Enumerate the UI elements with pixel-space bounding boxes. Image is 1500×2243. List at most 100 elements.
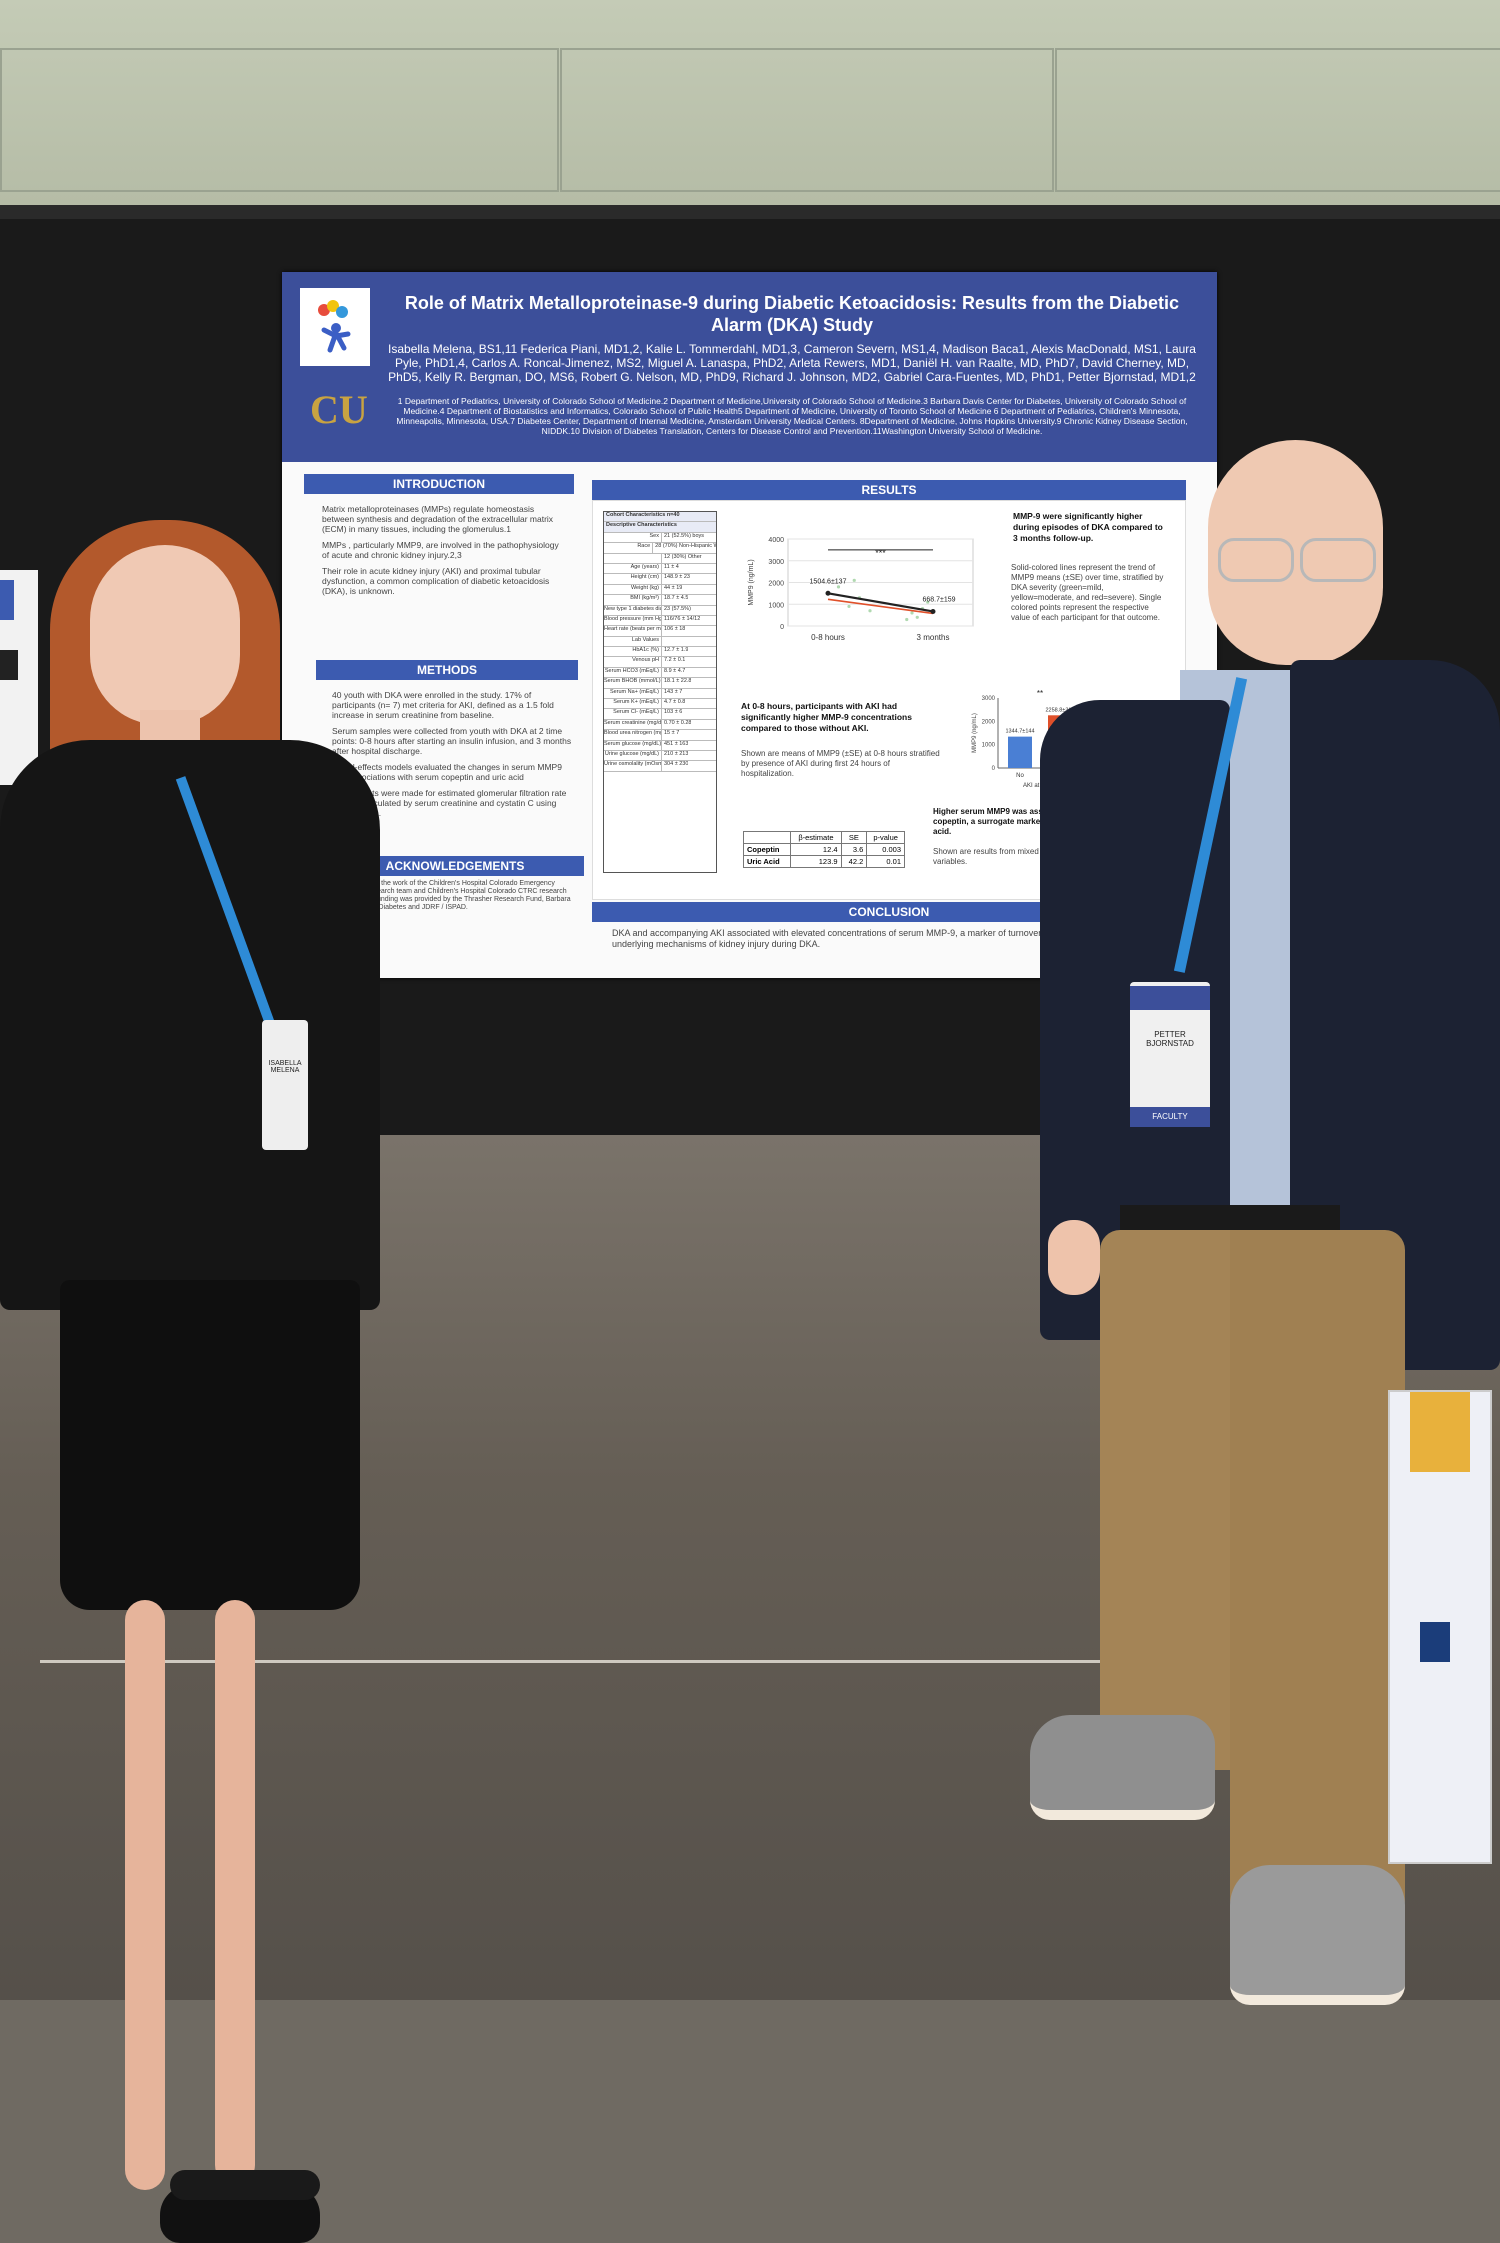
methods-paragraph: Serum samples were collected from youth … bbox=[332, 726, 572, 756]
cohort-row: Weight (kg) 44 ± 19 bbox=[604, 584, 716, 596]
aki-description: Shown are means of MMP9 (±SE) at 0-8 hou… bbox=[741, 749, 940, 778]
cohort-key: Blood pressure (mm Hg) bbox=[604, 615, 662, 626]
regression-row: Uric Acid 123.9 42.2 0.01 bbox=[742, 855, 905, 868]
name-badge: ISABELLA MELENA bbox=[262, 1020, 308, 1150]
y-tick-label: 1000 bbox=[982, 743, 996, 749]
x-tick-label: 3 months bbox=[917, 633, 950, 642]
results-heading: RESULTS bbox=[592, 480, 1186, 500]
poster-header: CU Role of Matrix Metalloproteinase-9 du… bbox=[282, 272, 1217, 462]
series-line bbox=[827, 592, 934, 613]
introduction-text: Matrix metalloproteinases (MMPs) regulat… bbox=[322, 504, 567, 602]
name-badge: PETTER BJORNSTAD FACULTY bbox=[1130, 982, 1210, 1127]
y-tick-label: 0 bbox=[992, 766, 996, 772]
cohort-value: 106 ± 18 bbox=[664, 626, 686, 633]
cohort-value: 148.9 ± 23 bbox=[664, 574, 690, 581]
cohort-row: Heart rate (beats per minute)106 ± 18 bbox=[604, 626, 716, 637]
cohort-row: Serum glucose (mg/dL) 451 ± 163 bbox=[604, 740, 716, 751]
regression-header: β-estimate bbox=[790, 831, 842, 844]
acknowledgements-text: We acknowledge the work of the Children'… bbox=[326, 880, 571, 911]
cohort-row: Sex 21 (52.5%) boys bbox=[604, 532, 716, 544]
x-tick-label: No bbox=[1016, 773, 1024, 779]
poster-authors: Isabella Melena, BS1,11 Federica Piani, … bbox=[388, 342, 1196, 384]
cohort-value: 116/76 ± 14/12 bbox=[664, 615, 701, 622]
dress bbox=[60, 1280, 360, 1610]
regression-finding: Higher serum MMP9 was associated with se… bbox=[933, 807, 1125, 836]
regression-cell: 12.4 bbox=[790, 843, 842, 856]
introduction-heading: INTRODUCTION bbox=[304, 474, 574, 494]
cohort-key: Serum glucose (mg/dL) bbox=[604, 740, 662, 750]
trousers bbox=[1230, 1230, 1405, 1910]
cohort-row: Height (cm) 148.9 ± 23 bbox=[604, 574, 716, 585]
cohort-row: Serum Cl- (mEq/L) 103 ± 6 bbox=[604, 709, 716, 720]
sneaker bbox=[1030, 1715, 1215, 1820]
regression-cell: 42.2 bbox=[840, 855, 868, 868]
intro-paragraph: MMPs , particularly MMP9, are involved i… bbox=[322, 540, 559, 560]
cohort-value: 23 (57.5%) bbox=[664, 605, 691, 612]
regression-header bbox=[742, 831, 792, 844]
cohort-row: Age (years) 11 ± 4 bbox=[604, 563, 716, 575]
cohort-value: 210 ± 213 bbox=[664, 750, 689, 757]
x-tick-label: 0-8 hours bbox=[811, 633, 845, 642]
cohort-key: Lab Values bbox=[604, 636, 662, 647]
y-tick-label: 2000 bbox=[768, 581, 784, 588]
person-left: ISABELLA MELENA bbox=[0, 500, 400, 2243]
aki-finding: At 0-8 hours, participants with AKI had … bbox=[741, 701, 912, 733]
regression-cell: Uric Acid bbox=[742, 855, 792, 868]
significance-marker: *** bbox=[875, 548, 886, 558]
cohort-characteristics-table: Cohort Characteristics n=40 Descriptive … bbox=[603, 511, 717, 873]
poster-title: Role of Matrix Metalloproteinase-9 durin… bbox=[404, 293, 1180, 335]
data-label: 668.7±159 bbox=[922, 596, 955, 603]
cohort-key: Blood urea nitrogen (mg/dL) bbox=[604, 730, 662, 740]
cohort-value: 15 ± 7 bbox=[664, 730, 680, 737]
series-point bbox=[930, 608, 936, 614]
y-tick-label: 3000 bbox=[982, 696, 996, 702]
data-label: 1504.6±137 bbox=[810, 578, 847, 585]
cohort-value: 103 ± 6 bbox=[664, 709, 683, 716]
glasses bbox=[1218, 538, 1294, 582]
regression-cell: Copeptin bbox=[742, 843, 792, 856]
cohort-value: 12 (30%) Other bbox=[664, 553, 702, 560]
y-axis-label: MMP9 (ng/mL) bbox=[748, 559, 755, 605]
blazer bbox=[0, 740, 380, 1310]
mmp9-timecourse-chart: 0 1000 2000 3000 4000 MMP9 (ng/mL) 0-8 hours 3 … bbox=[748, 537, 974, 642]
cohort-row: Urine osmolality (mOsm/kg)304 ± 230 bbox=[604, 761, 716, 772]
cohort-key: Race bbox=[604, 543, 654, 553]
cohort-key: Serum K+ (mEq/L) bbox=[604, 699, 662, 709]
intro-paragraph: Matrix metalloproteinases (MMPs) regulat… bbox=[322, 504, 554, 534]
regression-cell: 0.003 bbox=[866, 843, 905, 856]
conclusion-text: DKA and accompanying AKI associated with… bbox=[612, 928, 1157, 949]
cohort-row: Serum Na+ (mEq/L) 143 ± 7 bbox=[604, 688, 716, 700]
participant-point bbox=[910, 611, 914, 615]
cohort-key: HbA1c (%) bbox=[604, 647, 662, 657]
cohort-value: 8.9 ± 4.7 bbox=[664, 667, 686, 674]
cohort-key: Heart rate (beats per minute) bbox=[604, 626, 662, 636]
cohort-title: Cohort Characteristics n=40 bbox=[606, 512, 680, 518]
cohort-value bbox=[662, 637, 664, 646]
significance-marker: ** bbox=[1037, 689, 1043, 698]
data-label: 2258.8±310 bbox=[1045, 707, 1074, 713]
regression-cell: 123.9 bbox=[790, 855, 842, 868]
cohort-row: Serum K+ (mEq/L) 4.7 ± 0.8 bbox=[604, 699, 716, 710]
participant-point bbox=[868, 609, 872, 613]
cohort-value: 28 (70%) Non-Hispanic White bbox=[655, 543, 716, 550]
adjacent-poster bbox=[0, 570, 38, 785]
cohort-row: Lab Values bbox=[604, 636, 716, 648]
cohort-key: Age (years) bbox=[604, 563, 662, 574]
regression-header: SE bbox=[840, 831, 868, 844]
participant-point bbox=[905, 617, 909, 622]
cohort-key: Urine osmolality (mOsm/kg) bbox=[604, 761, 662, 771]
regression-description: Shown are results from mixed linear regr… bbox=[933, 847, 1123, 866]
cohort-key: BMI (kg/m²) bbox=[604, 595, 662, 605]
hospital-logo bbox=[300, 288, 370, 366]
trousers bbox=[1100, 1230, 1240, 1770]
cohort-row: Venous pH 7.2 ± 0.1 bbox=[604, 657, 716, 668]
cohort-key: Serum BHOB (mmol/L) bbox=[604, 678, 662, 688]
face bbox=[90, 545, 240, 725]
cohort-row: Blood urea nitrogen (mg/dL)15 ± 7 bbox=[604, 730, 716, 741]
cohort-key: Weight (kg) bbox=[604, 584, 662, 595]
cohort-row: Urine glucose (mg/dL) 210 ± 213 bbox=[604, 750, 716, 762]
data-label: 1344.7±144 bbox=[1005, 729, 1034, 735]
participant-point bbox=[852, 578, 856, 582]
shoe bbox=[170, 2170, 320, 2200]
